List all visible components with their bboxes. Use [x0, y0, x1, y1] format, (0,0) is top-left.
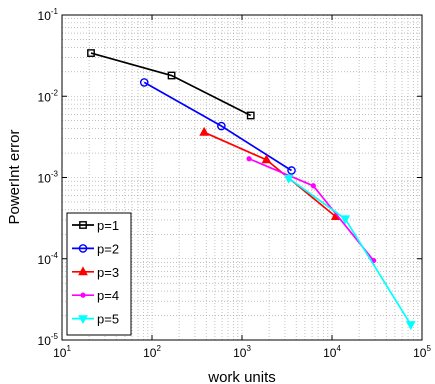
legend-label: p=2: [97, 241, 119, 256]
legend-item: p=4: [72, 288, 119, 303]
x-tick-label: 103: [233, 344, 251, 360]
legend-marker: [80, 292, 86, 298]
series-5: [283, 174, 416, 330]
series-1: [87, 49, 255, 120]
y-axis-label: PowerInt error: [6, 129, 23, 224]
data-point: [199, 126, 210, 136]
x-tick-label: 101: [53, 344, 71, 360]
data-point: [261, 154, 272, 164]
x-tick-label: 104: [323, 344, 341, 360]
legend-marker: [79, 221, 87, 229]
y-tick-label: 10-5: [38, 332, 59, 348]
data-point: [405, 321, 416, 330]
series-line: [143, 81, 292, 172]
x-tick-label: 102: [143, 344, 161, 360]
series-2: [139, 78, 296, 175]
y-tick-label: 10-4: [38, 251, 59, 267]
x-axis-label: work units: [207, 369, 276, 384]
legend-marker: [78, 266, 88, 276]
y-tick-label: 10-3: [38, 170, 59, 186]
grid: [62, 15, 422, 340]
data-point: [139, 78, 149, 87]
data-point: [167, 71, 176, 80]
legend-label: p=5: [97, 312, 119, 327]
data-point: [246, 111, 255, 120]
data-point: [87, 49, 95, 57]
y-tick-label: 10-2: [38, 88, 59, 104]
series-3: [199, 126, 341, 221]
legend-item: p=2: [72, 241, 119, 256]
data-point: [246, 156, 252, 162]
data-point: [310, 183, 316, 189]
data-point: [217, 121, 226, 131]
y-tick-label: 10-1: [38, 7, 59, 23]
series-line: [203, 131, 337, 218]
legend-marker: [78, 315, 88, 325]
legend-label: p=3: [97, 265, 119, 280]
data-point: [283, 174, 294, 184]
legend-box: [66, 212, 132, 336]
legend-label: p=1: [97, 218, 119, 233]
series-4: [246, 156, 377, 264]
series-line: [288, 177, 412, 325]
axis-ticks: 101 102 103 104 105 10-5 10-4 10-3 10-2 10-1: [38, 7, 432, 360]
data-point: [340, 215, 351, 225]
series-line: [90, 52, 252, 117]
data-point: [287, 166, 296, 175]
series-group: [87, 49, 416, 330]
legend-label: p=4: [97, 288, 119, 303]
legend: p=1 p=2 p=3 p=4 p=5: [66, 212, 132, 336]
legend-marker: [78, 244, 88, 253]
legend-item: p=5: [72, 312, 119, 327]
legend-item: p=3: [72, 265, 119, 280]
legend-item: p=1: [72, 218, 119, 233]
x-tick-label: 105: [413, 344, 431, 360]
